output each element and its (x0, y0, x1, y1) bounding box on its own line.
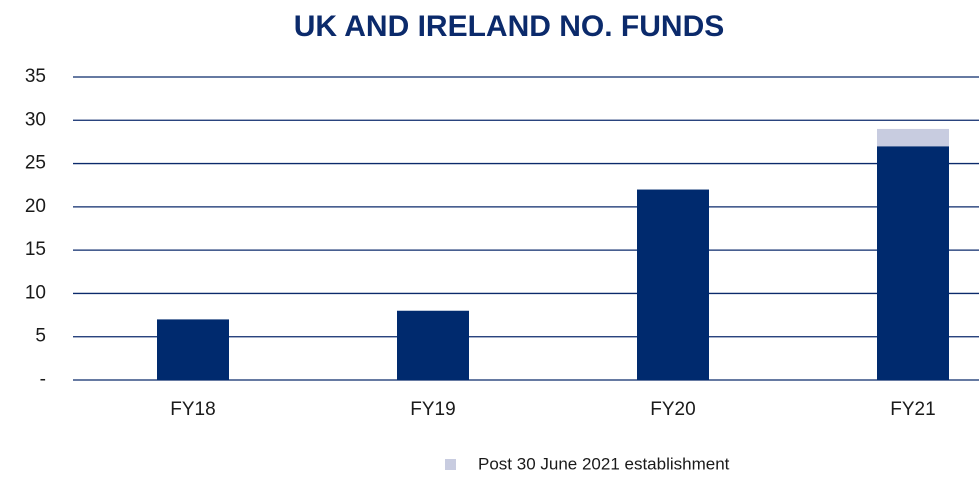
x-tick-label: FY20 (650, 399, 695, 420)
y-tick-label: 5 (35, 326, 46, 347)
bar (397, 310, 469, 380)
bar (877, 128, 949, 147)
x-tick-label: FY21 (890, 399, 935, 420)
legend-label: Post 30 June 2021 establishment (478, 454, 730, 473)
bar (157, 319, 229, 380)
y-tick-label: 15 (25, 239, 46, 260)
bar (877, 146, 949, 380)
bar (637, 189, 709, 380)
y-tick-label: 20 (25, 196, 46, 217)
chart-title: UK AND IRELAND NO. FUNDS (294, 10, 725, 43)
x-tick-label: FY19 (410, 399, 455, 420)
y-tick-label: 25 (25, 153, 46, 174)
legend-swatch (445, 459, 456, 470)
y-tick-label: - (40, 369, 46, 390)
x-tick-label: FY18 (170, 399, 215, 420)
y-tick-label: 30 (25, 109, 46, 130)
y-tick-label: 10 (25, 282, 46, 303)
y-tick-label: 35 (25, 66, 46, 87)
